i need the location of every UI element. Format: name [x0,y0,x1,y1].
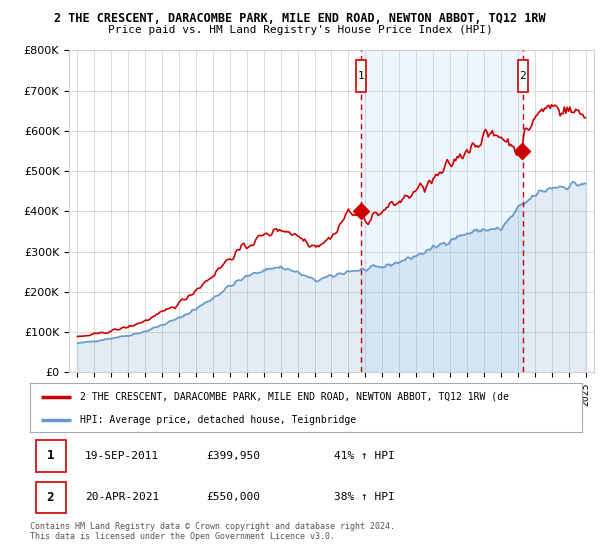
Text: HPI: Average price, detached house, Teignbridge: HPI: Average price, detached house, Teig… [80,415,356,425]
Text: 20-APR-2021: 20-APR-2021 [85,492,160,502]
Text: £550,000: £550,000 [206,492,260,502]
FancyBboxPatch shape [35,440,66,472]
Text: £399,950: £399,950 [206,451,260,461]
FancyBboxPatch shape [518,60,528,92]
Text: 38% ↑ HPI: 38% ↑ HPI [334,492,394,502]
Text: Price paid vs. HM Land Registry's House Price Index (HPI): Price paid vs. HM Land Registry's House … [107,25,493,35]
Text: 1: 1 [47,449,54,463]
Text: 2: 2 [47,491,54,504]
FancyBboxPatch shape [35,482,66,513]
Bar [361,50,523,372]
Text: 1: 1 [357,71,364,81]
Text: 2 THE CRESCENT, DARACOMBE PARK, MILE END ROAD, NEWTON ABBOT, TQ12 1RW: 2 THE CRESCENT, DARACOMBE PARK, MILE END… [54,12,546,25]
Text: Contains HM Land Registry data © Crown copyright and database right 2024.
This d: Contains HM Land Registry data © Crown c… [30,522,395,542]
Text: 2: 2 [520,71,526,81]
FancyBboxPatch shape [356,60,366,92]
Text: 41% ↑ HPI: 41% ↑ HPI [334,451,394,461]
Text: 2 THE CRESCENT, DARACOMBE PARK, MILE END ROAD, NEWTON ABBOT, TQ12 1RW (de: 2 THE CRESCENT, DARACOMBE PARK, MILE END… [80,392,509,402]
Text: 19-SEP-2011: 19-SEP-2011 [85,451,160,461]
